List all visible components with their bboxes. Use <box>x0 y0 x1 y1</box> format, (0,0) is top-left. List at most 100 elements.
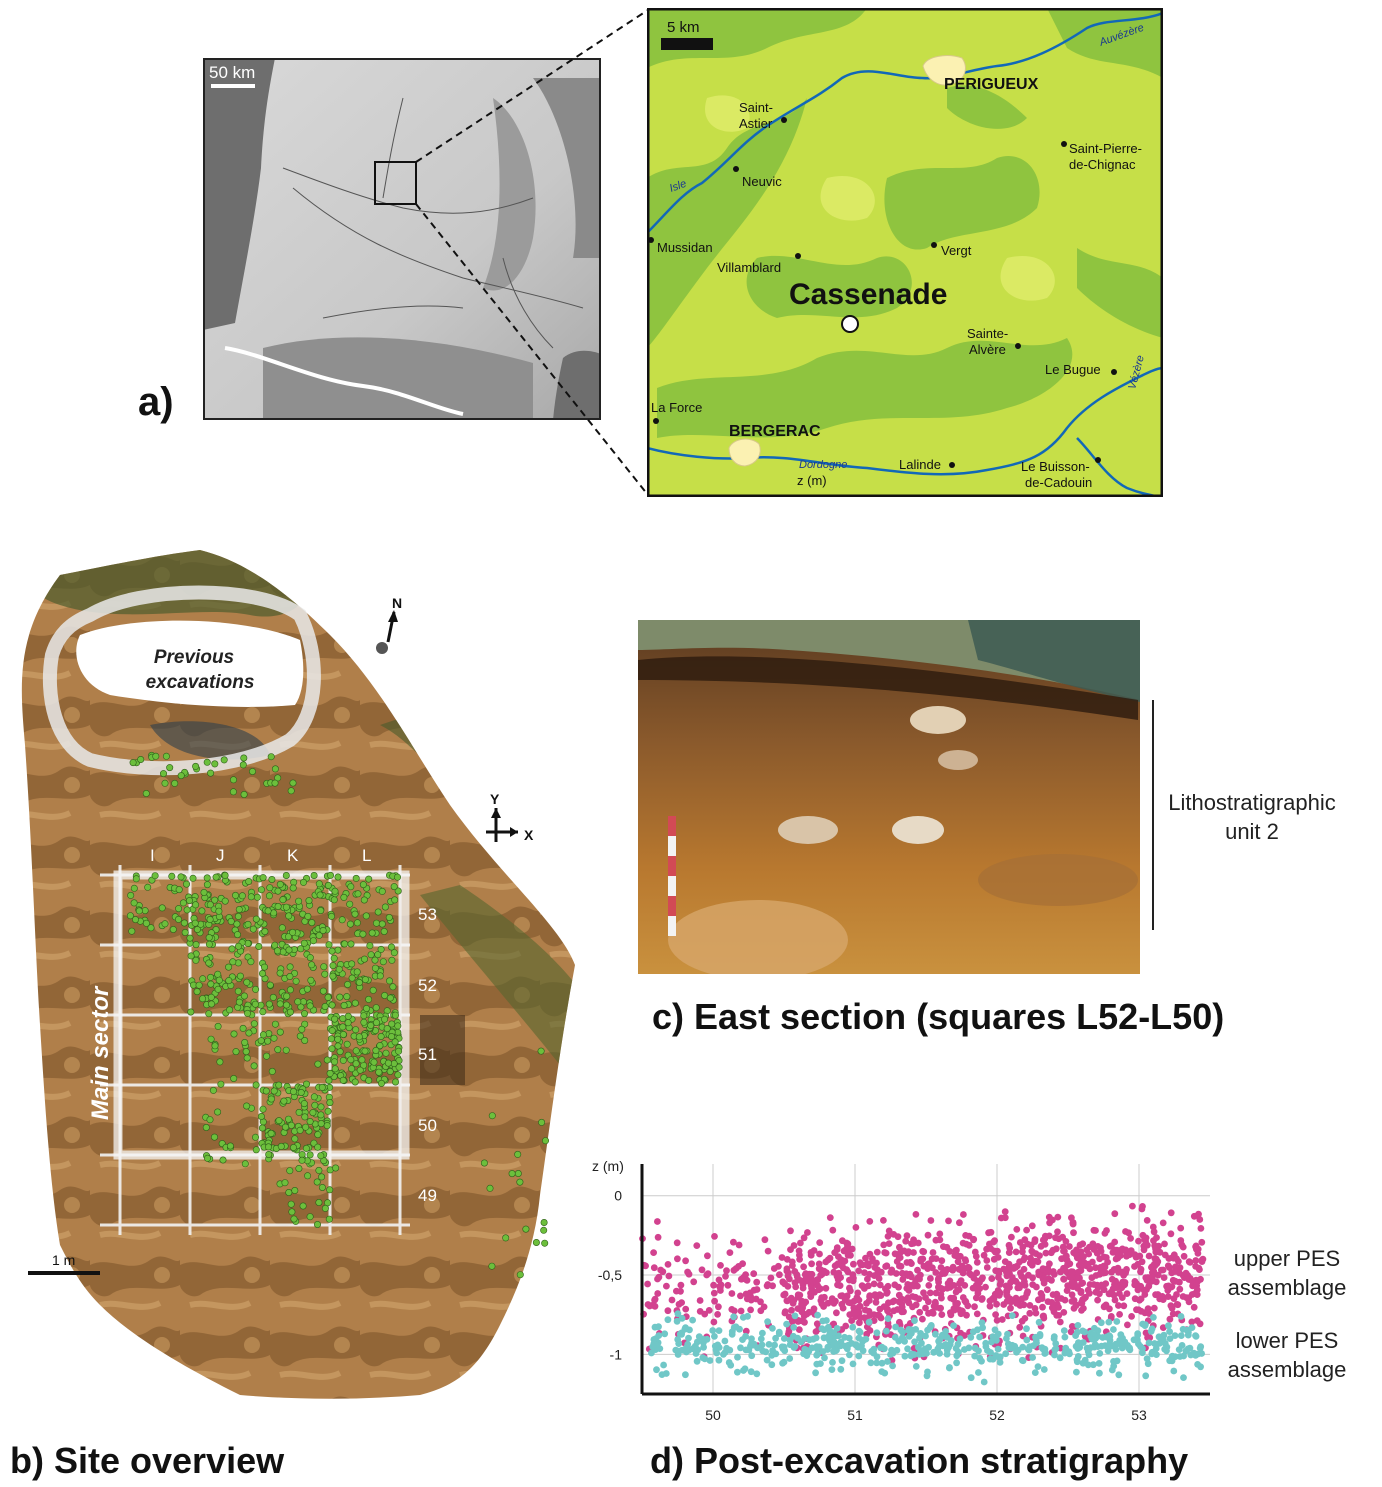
lower-pes-point <box>674 1310 682 1318</box>
find-point <box>371 956 379 964</box>
find-point <box>221 871 229 879</box>
lower-pes-point <box>1180 1374 1187 1381</box>
find-point <box>126 912 134 920</box>
find-point <box>243 978 251 986</box>
lower-pes-point <box>1171 1353 1179 1361</box>
upper-pes-point <box>946 1279 953 1287</box>
upper-pes-point <box>650 1264 658 1272</box>
lower-pes-point <box>976 1333 983 1341</box>
find-point <box>384 1059 392 1067</box>
region-scale-label: 50 km <box>209 63 255 82</box>
find-point <box>142 790 150 798</box>
upper-pes-point <box>891 1281 899 1289</box>
find-point <box>303 985 311 993</box>
lower-pes-point <box>771 1341 778 1349</box>
lower-pes-point <box>678 1314 686 1322</box>
find-point <box>175 905 183 913</box>
upper-pes-point <box>1119 1245 1126 1253</box>
find-point <box>152 752 160 760</box>
lower-pes-point <box>978 1357 985 1365</box>
find-point <box>276 969 284 977</box>
find-point <box>158 904 166 912</box>
upper-pes-point <box>816 1250 823 1258</box>
find-point <box>338 916 346 924</box>
lower-pes-point <box>685 1334 692 1342</box>
upper-pes-point <box>1063 1287 1071 1294</box>
lower-pes-point <box>693 1357 701 1365</box>
find-point <box>329 972 337 980</box>
upper-pes-point <box>696 1308 704 1315</box>
find-point <box>355 1033 363 1041</box>
upper-pes-point <box>1188 1318 1196 1326</box>
find-point <box>394 1022 402 1030</box>
upper-pes-point <box>988 1275 996 1282</box>
find-point <box>334 1042 342 1050</box>
upper-pes-point <box>795 1326 803 1333</box>
upper-pes-point <box>998 1316 1006 1323</box>
lower-pes-point <box>883 1327 890 1335</box>
find-point <box>129 759 137 767</box>
find-point <box>388 1033 396 1041</box>
find-point <box>286 1008 294 1016</box>
lower-pes-point <box>878 1343 886 1351</box>
find-point <box>352 1026 360 1034</box>
upper-pes-point <box>1042 1249 1050 1257</box>
upper-pes-point <box>892 1270 900 1277</box>
find-point <box>315 880 323 888</box>
upper-pes-point <box>829 1226 837 1234</box>
find-point <box>186 897 194 905</box>
lower-pes-point <box>1052 1345 1060 1353</box>
lower-pes-point <box>943 1333 951 1341</box>
find-point <box>205 1010 213 1018</box>
lower-pes-point <box>838 1357 846 1365</box>
upper-pes-point <box>1127 1235 1134 1242</box>
find-point <box>300 1010 308 1018</box>
lower-pes-point <box>1156 1339 1163 1347</box>
lower-pes-point <box>826 1330 834 1338</box>
lower-pes-point <box>965 1344 973 1352</box>
find-point <box>386 994 394 1002</box>
lower-pes-point <box>849 1360 857 1368</box>
find-point <box>294 998 302 1006</box>
upper-pes-point <box>985 1229 992 1237</box>
lower-pes-point <box>1002 1350 1010 1358</box>
city-label-bergerac: BERGERAC <box>729 423 821 440</box>
find-point <box>331 887 339 895</box>
upper-pes-point <box>937 1264 945 1271</box>
upper-pes-point <box>915 1274 922 1282</box>
upper-pes-point <box>875 1275 883 1282</box>
upper-pes-point <box>1019 1248 1026 1256</box>
upper-pes-point <box>938 1311 946 1318</box>
upper-pes-point <box>830 1268 838 1276</box>
upper-pes-point <box>649 1301 656 1309</box>
find-point <box>239 1024 247 1032</box>
upper-pes-point <box>978 1296 986 1303</box>
find-point <box>314 1131 322 1139</box>
find-point <box>177 772 185 780</box>
upper-pes-point <box>900 1308 907 1316</box>
upper-pes-point <box>963 1311 970 1319</box>
axis-x-label: X <box>524 827 534 843</box>
lower-pes-point <box>994 1345 1002 1353</box>
upper-pes-point <box>812 1328 820 1335</box>
lithostratigraphic-unit-label: Lithostratigraphic unit 2 <box>1168 790 1336 844</box>
lower-pes-point <box>1177 1313 1185 1320</box>
main-sector-outline <box>113 870 410 1160</box>
find-point <box>281 1123 289 1131</box>
upper-pes-point <box>682 1257 689 1265</box>
lower-pes-point <box>1134 1331 1142 1339</box>
find-point <box>200 888 208 896</box>
lower-pes-point <box>904 1345 911 1353</box>
lower-pes-point <box>1192 1332 1199 1339</box>
upper-pes-point <box>954 1300 961 1307</box>
upper-pes-point <box>1193 1282 1200 1289</box>
find-point <box>382 1049 390 1057</box>
find-point <box>287 787 295 795</box>
find-point <box>284 1115 292 1123</box>
upper-pes-point <box>801 1318 808 1326</box>
upper-pes-point <box>1032 1309 1040 1317</box>
upper-pes-point <box>954 1258 962 1266</box>
upper-pes-point <box>1152 1291 1159 1299</box>
upper-pes-point <box>1046 1260 1053 1268</box>
upper-pes-point <box>1066 1243 1073 1250</box>
